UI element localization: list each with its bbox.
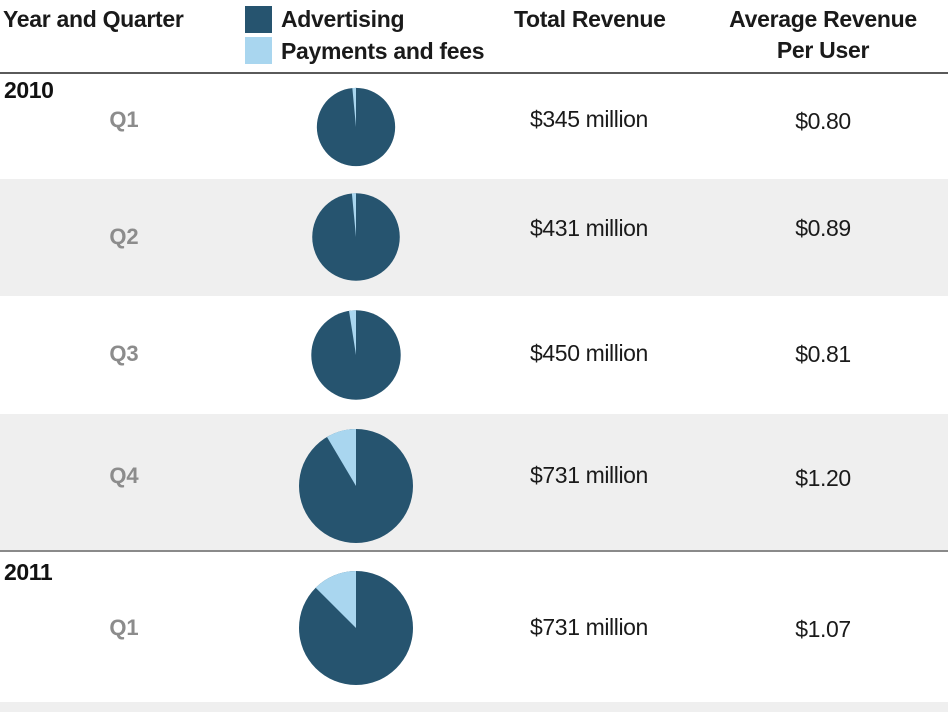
quarter-label: Q1 bbox=[109, 615, 139, 640]
arpu-value: $1.20 bbox=[795, 465, 851, 491]
legend-label-payments: Payments and fees bbox=[281, 38, 485, 64]
legend-label-advertising: Advertising bbox=[281, 6, 405, 32]
pie-slice-payments bbox=[326, 429, 356, 486]
total-revenue-value: $431 million bbox=[530, 215, 648, 241]
arpu-header: Average Revenue Per User bbox=[729, 6, 917, 63]
pie-slice-advertising bbox=[312, 193, 400, 281]
pie-slice-payments bbox=[349, 310, 356, 355]
arpu-value: $1.07 bbox=[795, 616, 851, 642]
table-row: Q2 $431 million $0.89 bbox=[0, 179, 948, 296]
legend-swatch-payments bbox=[245, 37, 272, 64]
quarter-label: Q2 bbox=[109, 224, 139, 249]
total-revenue-value: $345 million bbox=[530, 106, 648, 132]
table-header: Year and Quarter Advertising Payments an… bbox=[0, 0, 948, 72]
quarter-label: Q3 bbox=[109, 341, 139, 366]
total-revenue-header: Total Revenue bbox=[514, 6, 666, 32]
quarter-label: Q1 bbox=[109, 107, 139, 132]
pie-chart bbox=[316, 87, 396, 167]
table-row: Q4 $731 million $1.20 bbox=[0, 414, 948, 550]
pie-chart bbox=[312, 193, 400, 281]
pie-chart bbox=[311, 310, 401, 400]
table-row: 2011 Q1 $731 million $1.07 bbox=[0, 552, 948, 702]
year-label: 2010 bbox=[4, 77, 54, 103]
arpu-value: $0.81 bbox=[795, 341, 851, 367]
header-divider bbox=[0, 72, 948, 74]
pie-slice-advertising bbox=[311, 310, 401, 400]
pie-chart bbox=[299, 429, 413, 543]
year-label: 2011 bbox=[4, 559, 53, 585]
quarter-label: Q4 bbox=[109, 463, 139, 488]
pie-chart bbox=[299, 571, 413, 685]
total-revenue-value: $731 million bbox=[530, 462, 648, 488]
year-divider bbox=[0, 550, 948, 552]
total-revenue-value: $731 million bbox=[530, 614, 648, 640]
table-row: 2010 Q1 $345 million $0.80 bbox=[0, 74, 948, 178]
arpu-value: $0.80 bbox=[795, 108, 851, 134]
table-row-partial bbox=[0, 702, 948, 712]
legend-swatch-advertising bbox=[245, 6, 272, 33]
pie-slice-payments bbox=[315, 571, 356, 628]
pie-slice-payments bbox=[351, 193, 356, 237]
table-row: Q3 $450 million $0.81 bbox=[0, 296, 948, 414]
year-quarter-header: Year and Quarter bbox=[3, 6, 184, 32]
total-revenue-value: $450 million bbox=[530, 340, 648, 366]
arpu-value: $0.89 bbox=[795, 215, 851, 241]
pie-slice-payments bbox=[352, 87, 356, 127]
